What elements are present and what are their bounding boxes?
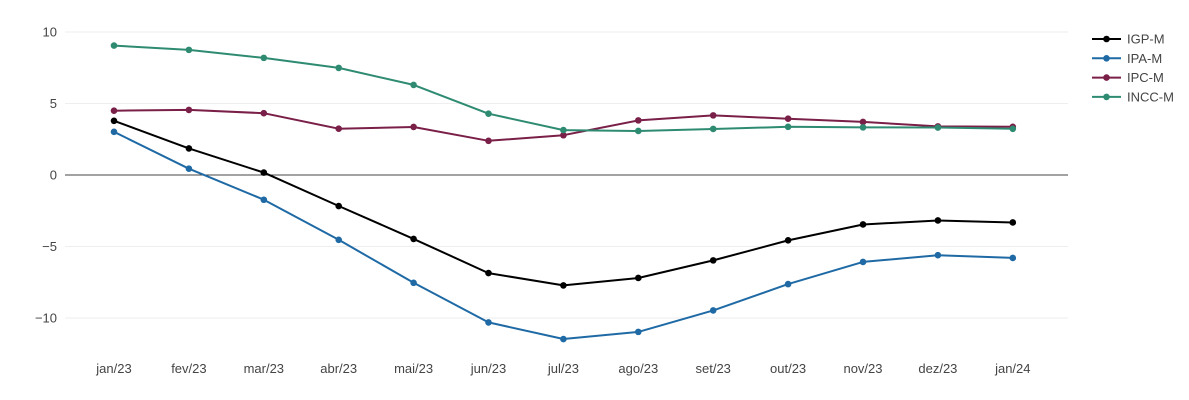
data-point[interactable] [110, 42, 118, 49]
series-ipc-m[interactable] [110, 106, 1017, 145]
data-point[interactable] [485, 319, 492, 326]
y-tick-label: 0 [50, 168, 57, 183]
data-point[interactable] [410, 81, 417, 89]
grid-layer [65, 31, 1068, 319]
legend-item-igp-m[interactable]: IGP-M [1092, 32, 1165, 47]
legend-marker-icon [1103, 74, 1110, 81]
legend-marker-icon [1103, 35, 1110, 43]
data-point[interactable] [784, 123, 792, 131]
legend[interactable]: IGP-M IPA-M IPC-M INCC-M [1092, 32, 1174, 105]
x-tick-label: fev/23 [171, 361, 206, 376]
data-point[interactable] [859, 124, 867, 131]
data-point[interactable] [335, 202, 343, 210]
series-line[interactable] [113, 44, 1013, 132]
legend-marker-icon [1103, 93, 1110, 101]
data-point[interactable] [635, 127, 642, 135]
data-point[interactable] [560, 335, 567, 343]
data-point[interactable] [410, 235, 417, 243]
data-point[interactable] [485, 137, 492, 145]
x-tick-label: nov/23 [843, 361, 882, 376]
data-point[interactable] [560, 131, 567, 139]
data-point[interactable] [410, 123, 417, 131]
legend-label: IPA-M [1127, 51, 1162, 66]
data-point[interactable] [485, 269, 492, 277]
legend-item-incc-m[interactable]: INCC-M [1092, 89, 1174, 104]
data-point[interactable] [335, 64, 343, 72]
data-point[interactable] [859, 118, 867, 126]
x-tick-label: mar/23 [244, 361, 284, 376]
data-point[interactable] [560, 282, 567, 289]
data-point[interactable] [110, 117, 118, 125]
series-incc-m[interactable] [110, 42, 1017, 135]
data-point[interactable] [709, 307, 717, 314]
x-tick-label: mai/23 [394, 361, 433, 376]
data-point[interactable] [260, 169, 268, 176]
x-tick-label: out/23 [770, 361, 806, 376]
legend-marker-icon [1103, 55, 1110, 62]
data-point[interactable] [110, 128, 118, 136]
data-point[interactable] [260, 196, 268, 204]
x-tick-label: jul/23 [547, 361, 579, 376]
data-point[interactable] [859, 221, 867, 228]
legend-label: INCC-M [1127, 89, 1174, 104]
data-point[interactable] [260, 54, 268, 62]
legend-item-ipc-m[interactable]: IPC-M [1092, 70, 1164, 85]
y-tick-label: 5 [50, 96, 57, 111]
x-tick-label: ago/23 [618, 361, 658, 376]
series-layer [110, 42, 1017, 343]
data-point[interactable] [635, 117, 642, 124]
y-tick-label: −5 [42, 239, 57, 254]
data-point[interactable] [1009, 254, 1017, 262]
data-point[interactable] [185, 165, 193, 173]
data-point[interactable] [1009, 125, 1017, 133]
data-point[interactable] [110, 107, 118, 114]
data-point[interactable] [485, 110, 492, 117]
legend-label: IGP-M [1127, 32, 1165, 47]
data-point[interactable] [1009, 219, 1017, 226]
data-point[interactable] [709, 112, 717, 119]
data-point[interactable] [784, 280, 792, 288]
data-point[interactable] [635, 328, 642, 336]
data-point[interactable] [635, 274, 642, 282]
x-tick-label: jan/24 [994, 361, 1030, 376]
data-point[interactable] [335, 236, 343, 244]
legend-label: IPC-M [1127, 70, 1164, 85]
data-point[interactable] [185, 145, 193, 152]
data-point[interactable] [410, 279, 417, 287]
legend-item-ipa-m[interactable]: IPA-M [1092, 51, 1162, 66]
x-tick-label: dez/23 [918, 361, 957, 376]
x-tick-label: jan/23 [95, 361, 131, 376]
y-tick-label: 10 [43, 25, 57, 40]
data-point[interactable] [859, 258, 867, 266]
data-point[interactable] [335, 125, 343, 132]
data-point[interactable] [709, 257, 717, 264]
data-point[interactable] [260, 109, 268, 117]
data-point[interactable] [185, 46, 193, 54]
series-ipa-m[interactable] [110, 128, 1017, 343]
y-tick-label: −10 [35, 311, 57, 326]
axis-layer: 10 5 0 −5 −10 jan/23 fev/23 mar/23 abr/23 mai/23 j… [35, 25, 1031, 377]
series-line[interactable] [113, 130, 1013, 340]
data-point[interactable] [784, 237, 792, 244]
x-tick-label: jun/23 [470, 361, 506, 376]
data-point[interactable] [934, 217, 942, 224]
x-tick-label: abr/23 [320, 361, 357, 376]
data-point[interactable] [784, 115, 792, 122]
data-point[interactable] [185, 106, 193, 114]
series-igp-m[interactable] [110, 117, 1017, 289]
data-point[interactable] [934, 124, 942, 131]
data-point[interactable] [709, 125, 717, 133]
data-point[interactable] [934, 251, 942, 259]
x-tick-label: set/23 [695, 361, 730, 376]
data-point[interactable] [560, 126, 567, 134]
